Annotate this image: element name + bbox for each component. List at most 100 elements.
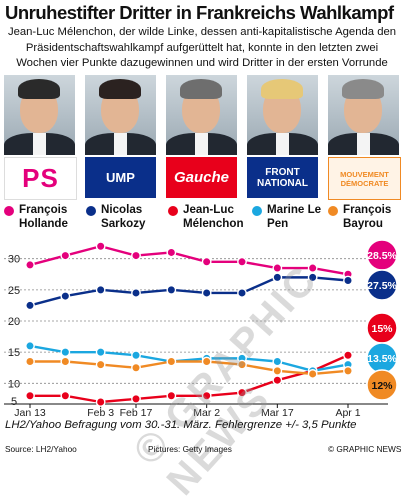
data-point [237,387,247,398]
data-point [201,256,212,267]
party-logo-text: UMP [106,170,135,185]
x-tick-label: Mar 17 [261,407,294,419]
data-point [272,356,283,367]
candidate-card: FRONT NATIONAL [247,75,318,198]
y-tick-label: 15 [8,347,20,359]
page-subtitle: Jean-Luc Mélenchon, der wilde Linke, des… [7,26,397,69]
party-logo-text: FRONT NATIONAL [257,166,308,189]
data-point [60,347,71,358]
data-point [95,284,106,295]
data-point [95,241,106,252]
candidate-photo [247,75,318,155]
pictures-credit: Pictures: Getty Images [148,444,232,454]
data-point [60,390,71,401]
data-point [95,347,106,358]
series-line [30,354,349,404]
x-tick-label: Feb 17 [120,407,153,419]
end-value-label: 28.5% [367,250,397,262]
data-point [307,369,318,379]
x-tick-label: Jan 13 [14,407,46,419]
data-point [166,390,177,401]
legend-label: Nicolas Sarkozy [101,203,146,230]
data-point [131,250,141,261]
party-logo: MOUVEMENT DÉMOCRATE [328,157,401,200]
candidate-photo [328,75,399,155]
series-line [29,276,349,307]
source-credit: Source: LH2/Yahoo [5,444,77,454]
data-point [237,256,247,267]
page-title: Unruhestifter Dritter in Frankreichs Wah… [5,2,394,23]
data-point [60,291,71,301]
candidate-photo [4,75,75,155]
candidate-portraits: PS UMP Gauche FRONT NATIONAL MOUVEMENT DÉMOC… [4,75,401,200]
x-tick-label: Feb 3 [87,407,114,419]
end-value-bubble [366,369,398,401]
series-line [29,344,349,373]
copyright-credit: © GRAPHIC NEWS [328,444,402,454]
data-point [95,359,106,370]
data-point [166,247,177,258]
data-point [272,365,283,376]
legend-dot [86,206,96,216]
data-point [201,356,212,367]
y-tick-label: 20 [8,316,20,328]
legend-label: François Hollande [19,203,68,230]
data-point [25,300,35,311]
data-point [343,365,353,376]
end-value-label: 13.5% [367,353,397,365]
data-point [272,263,283,273]
data-point [166,284,177,295]
data-point [237,288,247,298]
y-tick-label: 10 [8,378,20,390]
data-point [60,250,71,261]
data-point [131,288,141,298]
end-value-bubble [366,269,398,301]
candidate-photo [85,75,156,155]
data-point [343,350,353,361]
data-point [25,341,35,351]
data-point [201,288,212,298]
data-point [237,359,247,370]
end-value-label: 12% [371,380,393,392]
data-point [60,356,71,367]
data-point [95,397,106,407]
legend-dot [252,206,262,216]
end-value-label: 15% [371,323,393,335]
data-point [307,263,318,273]
legend-dot [328,206,338,216]
y-tick-label: 25 [8,285,20,297]
party-logo: FRONT NATIONAL [247,157,318,198]
chart-background [0,240,404,418]
candidate-card: UMP [85,75,156,198]
survey-footnote: LH2/Yahoo Befragung vom 30.-31. März. Fe… [5,419,357,431]
legend-label: Marine Le Pen [267,203,322,230]
data-point [307,272,318,283]
party-logo: UMP [85,157,156,198]
series-line [29,245,349,276]
legend-label: Jean-Luc Mélenchon [183,203,244,230]
data-point [343,275,353,286]
data-point [25,356,35,367]
party-logo-text: MOUVEMENT DÉMOCRATE [340,169,389,188]
data-point [166,356,177,367]
candidate-card: MOUVEMENT DÉMOCRATE [328,75,401,200]
candidate-photo [166,75,237,155]
candidate-card: PS [4,75,77,200]
data-point [131,393,141,404]
series-line [30,360,349,376]
y-tick-label: 30 [8,254,20,266]
poll-line-chart: 5 10 15 20 25 30 Jan 13 Feb 3 Feb 17 Mar 2 Mar 17 A… [0,240,404,419]
data-point [201,390,212,401]
data-point [272,272,283,283]
x-tick-label: Apr 1 [335,407,360,419]
legend-dot [4,206,14,216]
data-point [131,362,141,373]
data-point [272,375,283,386]
chart-legend: François Hollande Nicolas Sarkozy Jean-Luc… [4,201,400,239]
party-logo-text: Gauche [173,169,230,186]
party-logo: PS [4,157,77,200]
candidate-card: Gauche [166,75,237,198]
data-point [131,350,141,361]
party-logo-text: PS [22,163,59,193]
